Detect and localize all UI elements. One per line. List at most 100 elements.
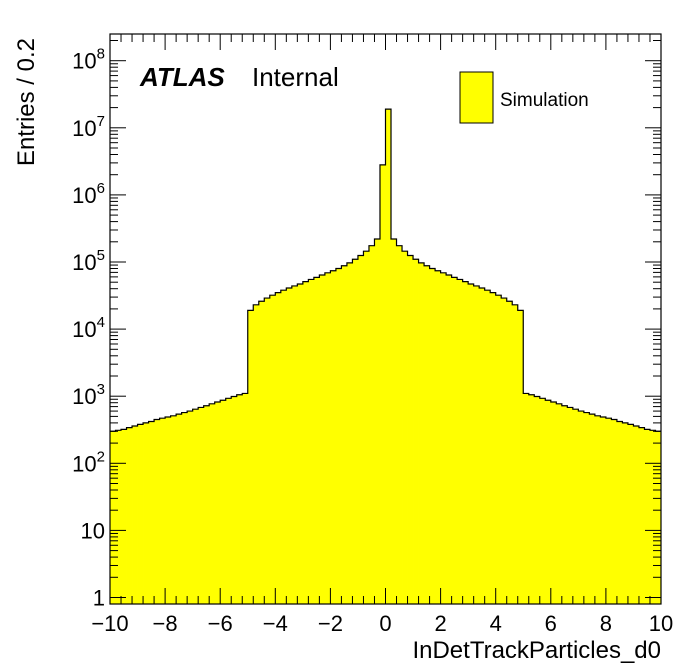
histogram-bar [396,245,403,605]
x-tick-label: 2 [434,611,446,636]
histogram-bar [506,301,513,604]
legend-swatch [459,71,494,124]
histogram-bar [143,422,149,604]
histogram-bar [379,164,386,604]
histogram-bar [600,416,607,604]
histogram-bar [490,292,497,604]
histogram-bar [616,421,623,604]
histogram-bar [528,394,535,604]
histogram-bar [297,284,304,604]
histogram-bar [209,403,216,604]
histogram-bar [633,425,640,604]
histogram-bar [368,245,375,605]
histogram-bar [583,412,590,604]
histogram-bar [501,298,508,604]
histogram-bar [589,414,596,604]
histogram-bar [225,398,232,604]
y-tick-label: 108 [72,46,105,74]
y-axis-label: Entries / 0.2 [13,38,40,166]
histogram-bar [462,281,469,604]
histogram-bar [132,425,138,604]
histogram-bar [357,255,364,605]
histogram-bar [275,292,282,604]
histogram-bar [341,265,348,604]
histogram-bar [363,251,370,604]
histogram-bar [302,281,309,604]
legend: Simulation [459,71,589,124]
x-axis-label: InDetTrackParticles_d0 [412,637,661,664]
histogram-bar [649,430,656,604]
histogram-bar [545,400,552,604]
histogram-bar [352,259,359,604]
histogram-bar [374,239,381,604]
atlas-label: ATLAS [139,62,225,92]
x-tick-labels: −10 −8 −6 −4 −2 0 2 4 6 8 10 [91,611,673,636]
histogram-bar [479,287,486,604]
histogram-bar [407,255,414,605]
histogram-bar [572,409,579,604]
legend-entry-simulation: Simulation [500,90,589,111]
histogram-bar [451,277,458,604]
histogram-bar [457,279,464,604]
histogram-bar [391,239,397,604]
x-tick-label: 0 [379,611,391,636]
internal-label: Internal [252,62,339,92]
x-tick-label: 10 [649,611,673,636]
histogram-bar [115,430,122,604]
histogram-bar [429,268,436,604]
histogram-bar [655,431,662,604]
histogram-bar [578,411,585,604]
histogram-bar [280,290,287,604]
histogram-bar [385,109,392,604]
histogram-bar [567,407,574,604]
y-tick-label: 106 [72,180,105,208]
histogram-bar [170,415,177,604]
histogram-bar [324,272,331,604]
histogram-bar [539,398,546,604]
histogram-bar [165,416,172,604]
histogram-bar [534,396,541,604]
histogram-bar [176,414,183,604]
histogram-bar [247,310,254,604]
histogram-bar [214,401,221,604]
histogram-bar [253,304,260,604]
histogram-bar [308,279,315,604]
histogram-bar [473,285,480,604]
histogram-bar [638,427,645,604]
histogram-bar [440,272,447,604]
y-tick-labels: 1 10 102 103 104 105 106 107 108 [72,46,105,611]
histogram-bar [137,424,144,604]
x-tick-label: −8 [153,611,178,636]
histogram-bar [523,393,530,604]
histogram-bar [187,411,194,604]
histogram-bar [148,421,155,604]
histogram-bar [220,400,227,604]
histogram-bar [154,419,160,604]
histogram-bar [561,405,568,604]
histogram-bar [330,270,337,604]
histogram-bar [110,431,116,604]
histogram-bar [313,277,320,604]
y-tick-label: 105 [72,247,105,275]
histogram-bar [181,412,188,604]
histogram-bar [605,418,612,604]
histogram-bar [121,429,127,604]
histogram-bars [110,109,662,605]
histogram-bar [594,415,601,604]
histogram-bar [402,251,408,604]
histogram-bar [435,270,441,604]
x-tick-label: 6 [545,611,557,636]
histogram-bar [242,393,249,604]
histogram-bar [517,310,524,604]
histogram-bar [413,259,419,604]
histogram-bar [269,295,276,604]
histogram-bar [495,295,502,604]
histogram-bar [203,405,210,604]
histogram-bar [644,429,651,604]
histogram-bar [611,419,618,604]
histogram-outline [110,108,661,432]
x-tick-label: 4 [490,611,502,636]
histogram-bar [484,290,491,604]
x-tick-label: 8 [600,611,612,636]
histogram-bar [264,298,271,604]
